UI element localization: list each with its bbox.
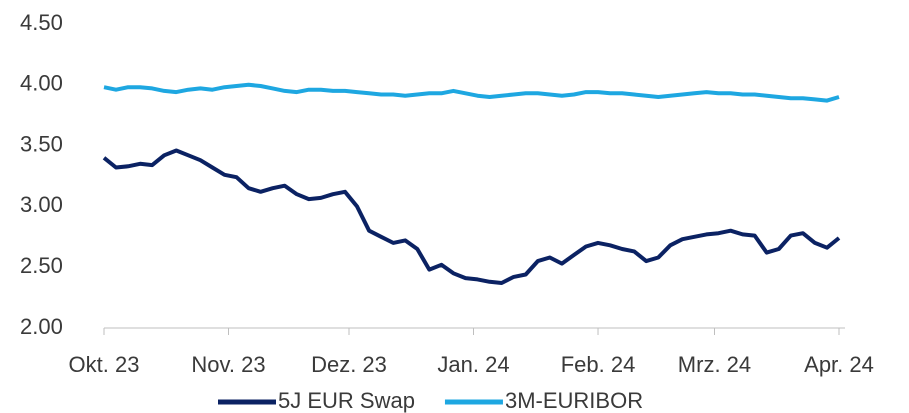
x-tick-label: Nov. 23 xyxy=(191,352,265,377)
series-line xyxy=(102,148,841,285)
y-tick-label: 2.00 xyxy=(20,314,63,339)
x-tick-label: Dez. 23 xyxy=(311,352,387,377)
legend-label: 3M-EURIBOR xyxy=(505,388,643,413)
x-tick-label: Feb. 24 xyxy=(561,352,636,377)
y-tick-label: 3.50 xyxy=(20,131,63,156)
series-line xyxy=(103,82,840,103)
y-tick-label: 4.00 xyxy=(20,71,63,96)
y-tick-label: 2.50 xyxy=(20,253,63,278)
x-tick-label: Okt. 23 xyxy=(69,352,140,377)
x-tick-label: Mrz. 24 xyxy=(678,352,751,377)
y-tick-label: 4.50 xyxy=(20,10,63,35)
legend-label: 5J EUR Swap xyxy=(278,388,415,413)
x-tick-label: Jan. 24 xyxy=(437,352,509,377)
y-tick-label: 3.00 xyxy=(20,192,63,217)
x-tick-label: Apr. 24 xyxy=(804,352,874,377)
